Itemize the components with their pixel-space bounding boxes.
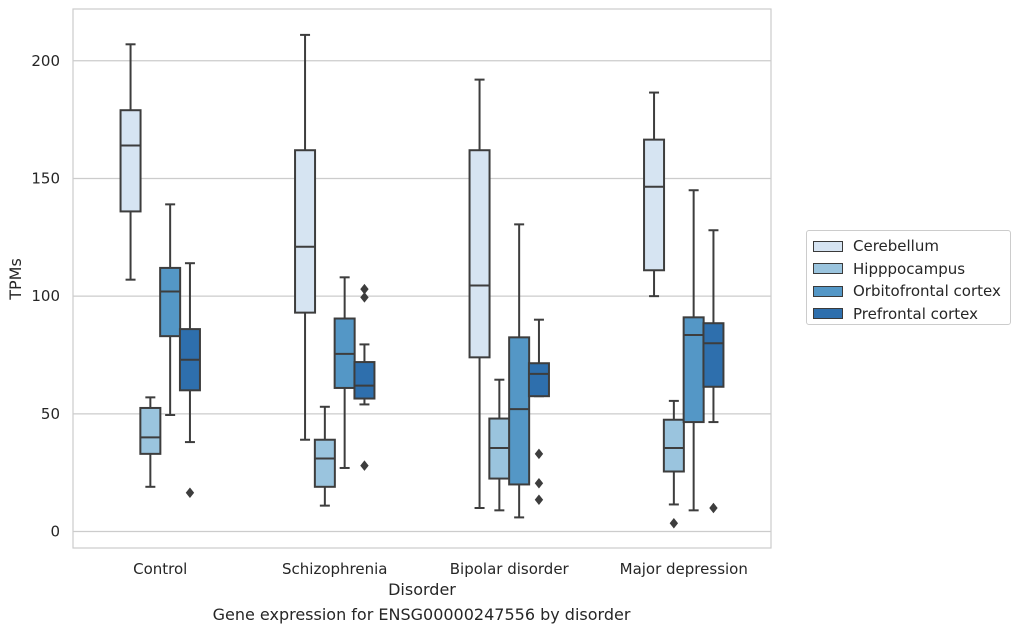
x-tick-label: Major depression (620, 560, 748, 578)
box-1-0 (139, 396, 162, 488)
box-body (139, 406, 162, 455)
box-body (468, 149, 491, 359)
legend-label: Cerebellum (853, 237, 939, 256)
box-1-1 (313, 405, 336, 507)
outlier-point (360, 460, 369, 471)
legend-swatch (813, 263, 843, 275)
box-0-0 (119, 43, 142, 281)
legend-item-orbitofrontal-cortex: Orbitofrontal cortex (813, 280, 1004, 303)
legend-swatch (813, 240, 843, 252)
outlier-point (669, 518, 679, 529)
box-2-2 (508, 223, 531, 519)
box-body (159, 266, 182, 338)
legend-item-cerebellum: Cerebellum (813, 235, 1004, 258)
y-tick-label: 50 (41, 405, 60, 423)
box-body (353, 361, 376, 400)
y-tick-label: 100 (31, 287, 60, 305)
box-body (682, 316, 705, 424)
box-1-3 (662, 399, 685, 529)
box-series (119, 33, 725, 529)
legend-item-hippocampus: Hipppocampus (813, 258, 1004, 281)
box-body (662, 418, 685, 473)
outlier-point (534, 494, 544, 505)
box-2-3 (682, 189, 705, 512)
box-0-3 (643, 91, 666, 298)
box-2-1 (333, 276, 356, 469)
legend-swatch (813, 308, 843, 320)
x-tick-label: Bipolar disorder (450, 560, 570, 578)
outlier-point (534, 448, 544, 460)
x-tick-label: Schizophrenia (282, 560, 387, 578)
x-tick-label: Control (133, 560, 187, 578)
y-tick-label: 150 (31, 169, 60, 187)
box-body (643, 138, 666, 272)
legend-label: Orbitofrontal cortex (853, 282, 1001, 301)
legend: Cerebellum Hipppocampus Orbitofrontal co… (806, 230, 1011, 325)
legend-label: Hipppocampus (853, 259, 966, 278)
box-3-3 (702, 229, 725, 514)
box-3-0 (178, 262, 201, 498)
outlier-point (185, 487, 195, 498)
x-tick-labels: Control Schizophrenia Bipolar disorder Majo… (133, 560, 748, 578)
box-body (119, 109, 142, 213)
chart-caption: Gene expression for ENSG00000247556 by d… (212, 605, 631, 624)
box-3-1 (353, 283, 376, 471)
legend-item-prefrontal-cortex: Prefrontal cortex (813, 303, 1004, 326)
y-tick-label: 0 (50, 523, 60, 541)
x-axis-label: Disorder (388, 580, 456, 599)
box-1-2 (488, 378, 511, 512)
box-0-1 (294, 33, 317, 441)
outlier-point (360, 292, 369, 303)
outlier-point (709, 502, 718, 514)
box-body (508, 336, 531, 486)
y-axis-label: TPMs (6, 258, 25, 301)
outlier-point (534, 478, 544, 489)
box-2-0 (159, 203, 182, 417)
box-body (702, 322, 725, 388)
legend-swatch (813, 285, 843, 297)
plot-area-frame (72, 8, 772, 549)
box-3-2 (527, 318, 550, 505)
y-tick-labels: 0 50 100 150 200 (31, 52, 60, 541)
box-body (527, 362, 550, 398)
box-body (313, 438, 336, 488)
y-tick-label: 200 (31, 52, 60, 70)
box-body (294, 149, 317, 314)
legend-label: Prefrontal cortex (853, 304, 978, 323)
outlier-point (360, 283, 369, 295)
box-0-2 (468, 78, 491, 509)
